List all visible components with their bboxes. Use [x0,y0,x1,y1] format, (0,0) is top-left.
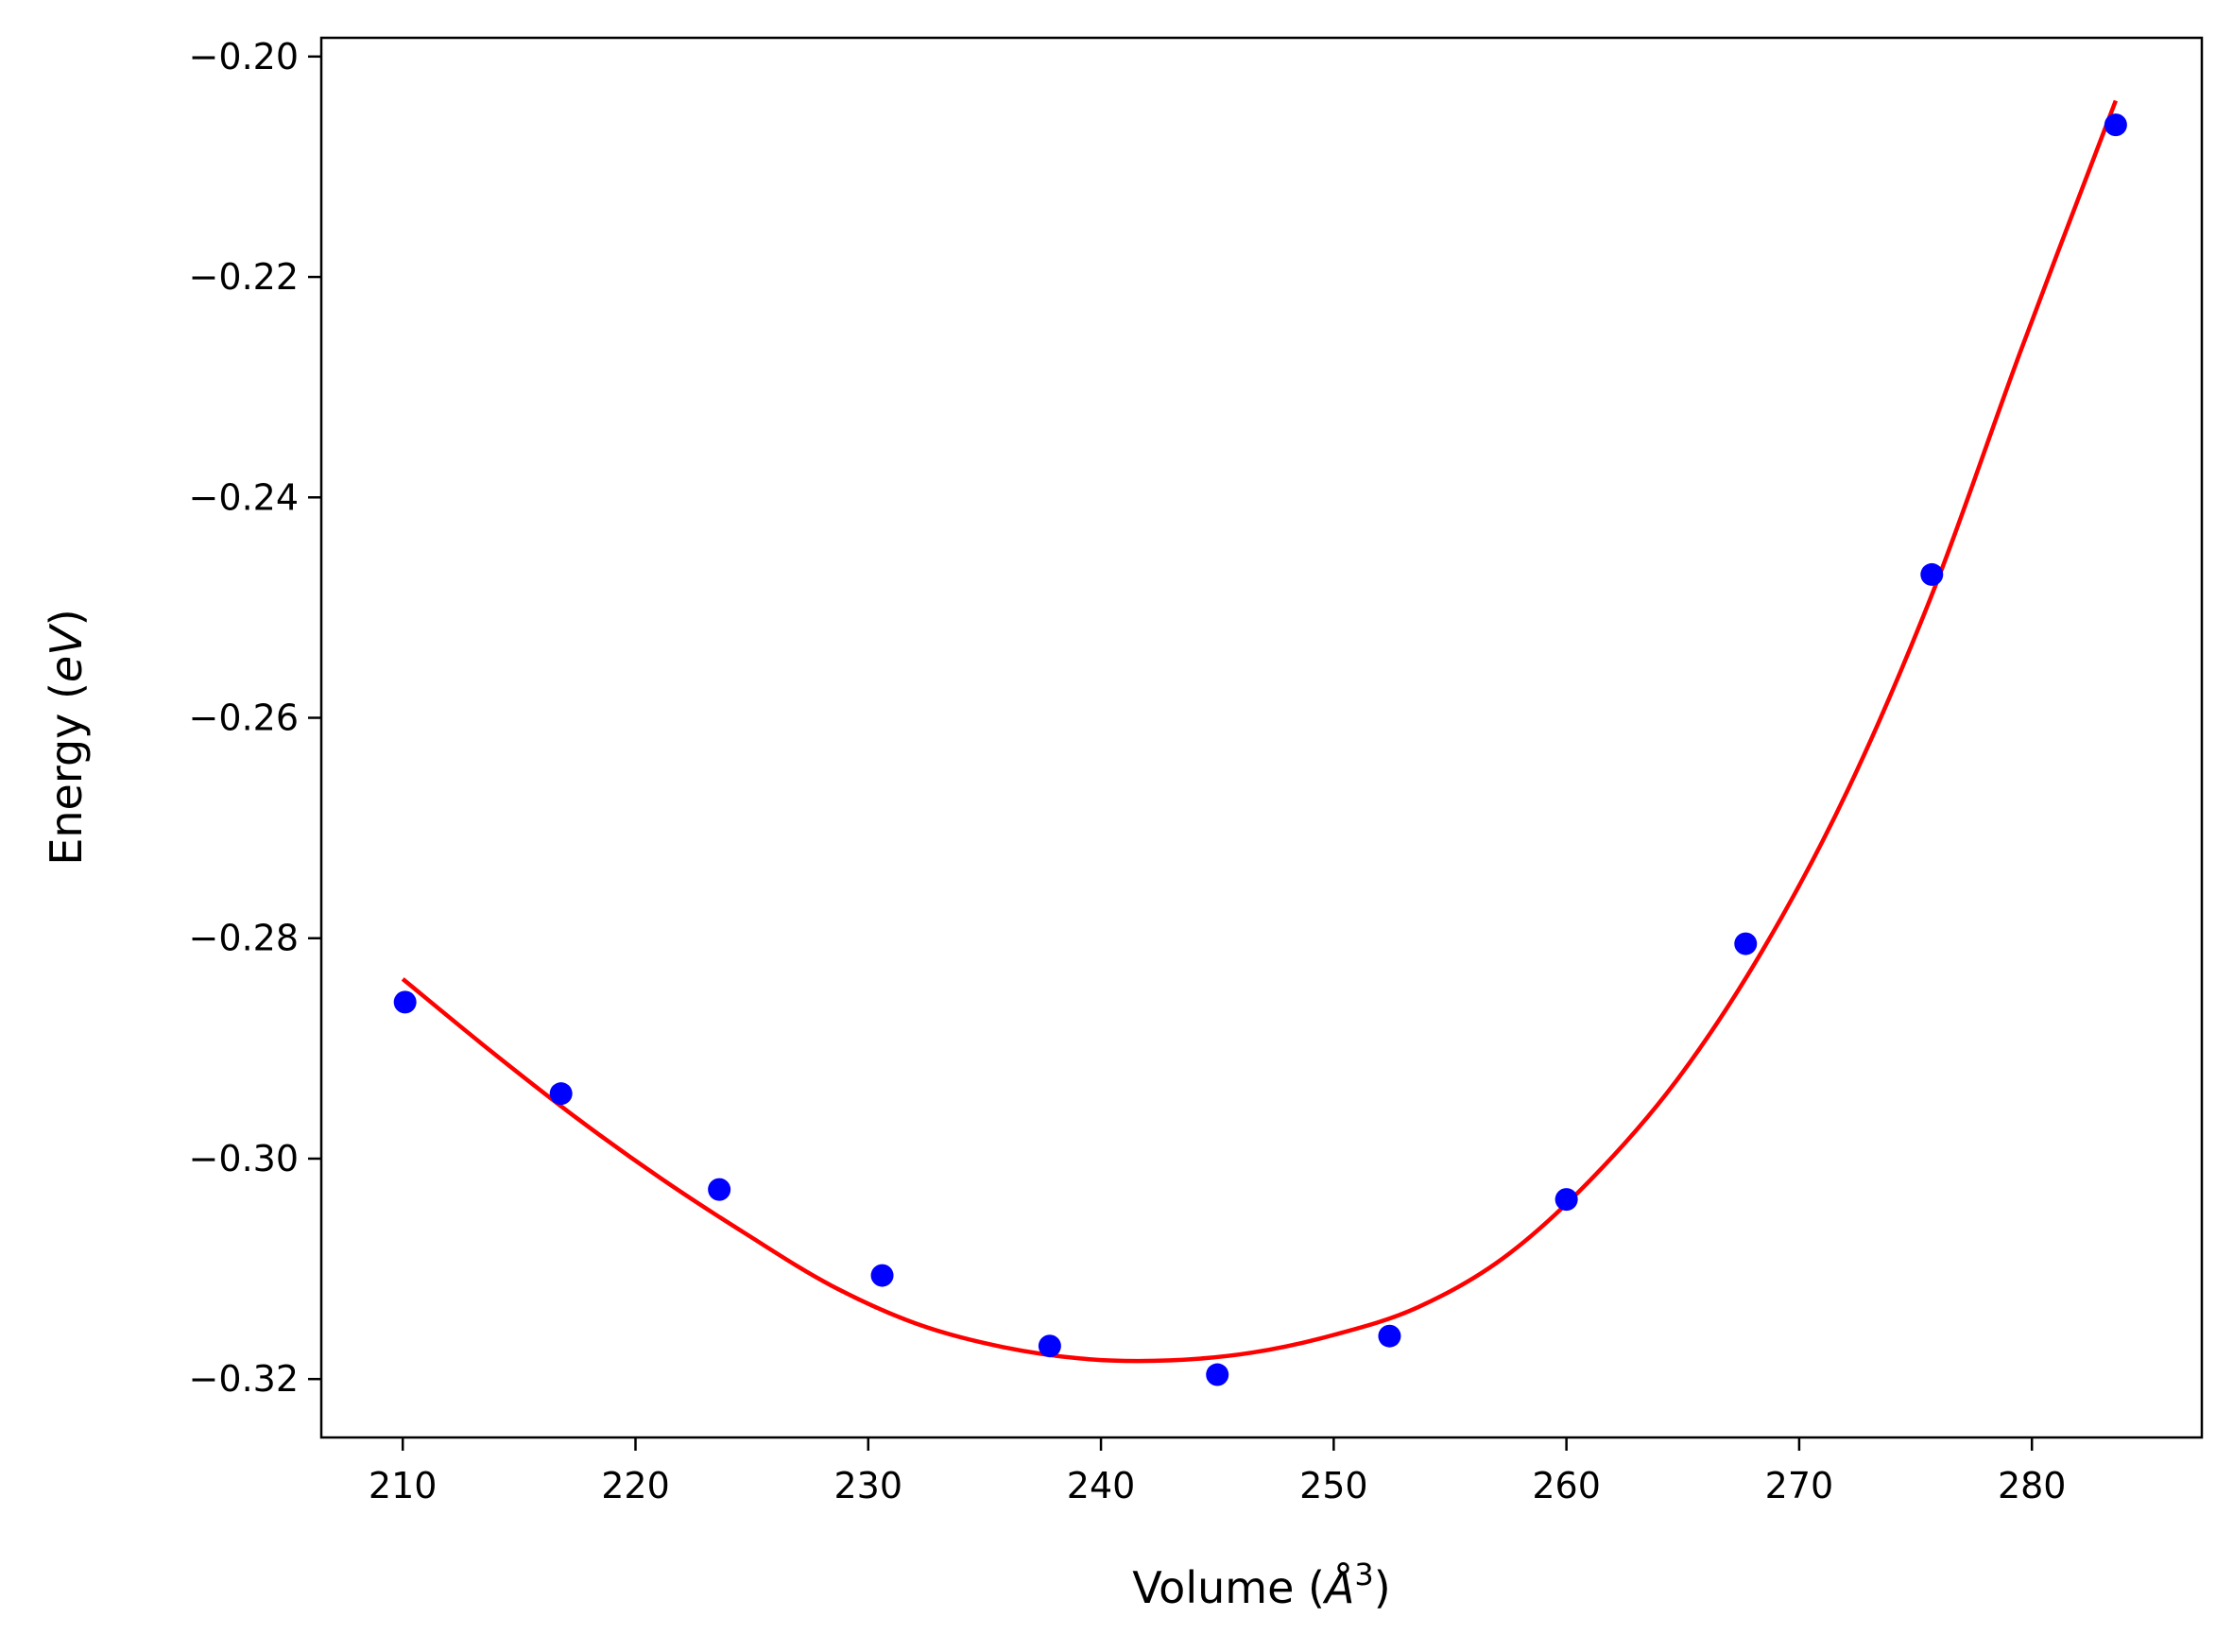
y-tick-label: −0.24 [189,476,299,518]
data-point [1378,1324,1401,1348]
y-tick-label: −0.30 [189,1138,299,1179]
fit-curve-line [401,99,2119,1364]
data-point [393,990,417,1014]
x-tick-label: 280 [1998,1465,2067,1506]
x-tick-label: 250 [1299,1465,1368,1506]
x-tick-label: 260 [1532,1465,1601,1506]
x-tick-label: 230 [834,1465,903,1506]
data-point [1555,1188,1578,1212]
y-axis-title: Energy (eV) [41,609,92,865]
x-tick-label: 240 [1067,1465,1136,1506]
x-axis-ticks: 210 220 230 240 250 260 270 280 [369,1437,2067,1506]
y-tick-label: −0.22 [189,256,299,298]
x-tick-label: 270 [1765,1465,1834,1506]
data-point [1038,1334,1061,1358]
plot-frame [319,36,2204,1439]
data-point [870,1264,894,1287]
y-tick-label: −0.28 [189,918,299,959]
y-tick-label: −0.32 [189,1358,299,1400]
x-axis-title: Volume (Å3) [1132,1557,1390,1613]
fit-curve-layer [401,99,2119,1364]
y-tick-label: −0.20 [189,36,299,77]
y-axis-ticks: −0.20 −0.22 −0.24 −0.26 −0.28 −0.30 −0.32 [189,36,321,1400]
data-point [1734,932,1758,955]
x-tick-label: 210 [369,1465,438,1506]
plot-area-background [321,38,2202,1437]
data-point [549,1082,573,1106]
data-point [2104,113,2127,137]
data-points-layer [393,113,2127,1386]
x-tick-label: 220 [601,1465,670,1506]
data-point [1206,1363,1229,1386]
data-point [1920,562,1944,586]
y-tick-label: −0.26 [189,697,299,739]
data-point [708,1178,731,1201]
